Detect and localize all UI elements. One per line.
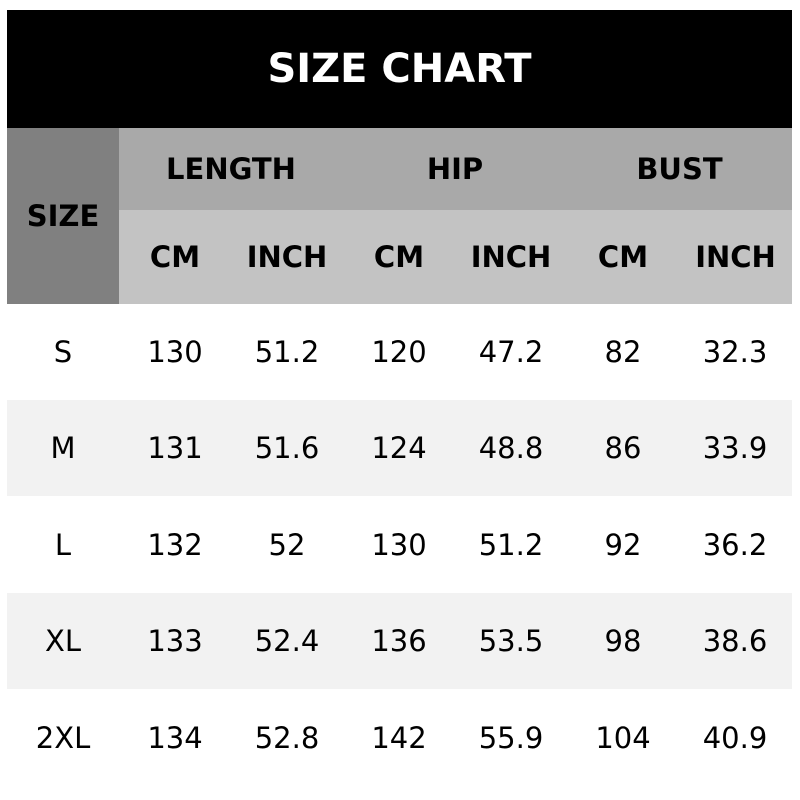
value-cell: 33.9 bbox=[702, 431, 768, 466]
value-cell: 48.8 bbox=[478, 431, 544, 466]
value-cell: 104 bbox=[595, 720, 651, 755]
value-cell: 47.2 bbox=[478, 335, 544, 369]
value-cell: 120 bbox=[371, 335, 427, 369]
size-cell: L bbox=[54, 527, 72, 562]
size-cell: 2XL bbox=[35, 720, 91, 755]
value-cell: 98 bbox=[604, 624, 642, 659]
value-cell: 52.4 bbox=[254, 624, 320, 659]
value-cell: 51.6 bbox=[254, 431, 320, 466]
table-row: S 130 51.2 120 47.2 82 32.3 bbox=[7, 304, 792, 400]
table-row: 2XL 134 52.8 142 55.9 104 40.9 bbox=[7, 690, 792, 786]
size-cell: S bbox=[53, 335, 73, 369]
value-cell: 136 bbox=[371, 624, 427, 659]
value-cell: 36.2 bbox=[702, 527, 768, 562]
value-cell: 51.2 bbox=[478, 527, 544, 562]
value-cell: 82 bbox=[604, 335, 642, 369]
value-cell: 130 bbox=[371, 527, 427, 562]
unit-header: INCH bbox=[231, 210, 343, 304]
group-header-bust: BUST bbox=[567, 128, 792, 210]
size-header: SIZE bbox=[7, 128, 119, 304]
group-header-hip: HIP bbox=[343, 128, 567, 210]
unit-header: INCH bbox=[679, 210, 792, 304]
unit-header: CM bbox=[343, 210, 455, 304]
value-cell: 51.2 bbox=[254, 335, 320, 369]
size-cell: XL bbox=[44, 624, 82, 659]
value-cell: 86 bbox=[604, 431, 642, 466]
unit-header: CM bbox=[567, 210, 679, 304]
value-cell: 132 bbox=[147, 527, 203, 562]
value-cell: 52 bbox=[268, 527, 306, 562]
value-cell: 124 bbox=[371, 431, 427, 466]
value-cell: 142 bbox=[371, 720, 427, 755]
value-cell: 52.8 bbox=[254, 720, 320, 755]
size-cell: M bbox=[50, 431, 76, 466]
group-header-length: LENGTH bbox=[119, 128, 343, 210]
table-row: L 132 52 130 51.2 92 36.2 bbox=[7, 497, 792, 593]
value-cell: 38.6 bbox=[702, 624, 768, 659]
value-cell: 133 bbox=[147, 624, 203, 659]
value-cell: 92 bbox=[604, 527, 642, 562]
table-row: XL 133 52.4 136 53.5 98 38.6 bbox=[7, 593, 792, 690]
value-cell: 53.5 bbox=[478, 624, 544, 659]
value-cell: 134 bbox=[147, 720, 203, 755]
value-cell: 40.9 bbox=[702, 720, 768, 755]
unit-header: CM bbox=[119, 210, 231, 304]
value-cell: 55.9 bbox=[478, 720, 544, 755]
value-cell: 131 bbox=[147, 431, 203, 466]
value-cell: 130 bbox=[147, 335, 203, 369]
chart-title: SIZE CHART bbox=[7, 10, 792, 128]
unit-header: INCH bbox=[455, 210, 567, 304]
value-cell: 32.3 bbox=[702, 335, 768, 369]
table-row: M 131 51.6 124 48.8 86 33.9 bbox=[7, 400, 792, 497]
